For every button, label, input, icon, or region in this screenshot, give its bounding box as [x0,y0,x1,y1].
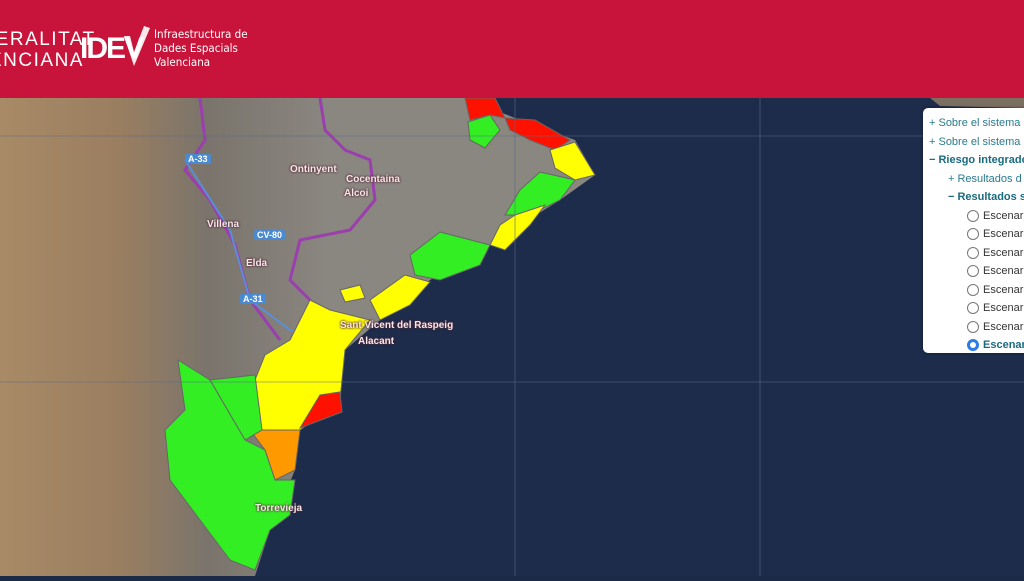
radio-button[interactable] [967,283,979,296]
radio-button[interactable] [967,228,979,241]
generalitat-logo[interactable]: GENERALITATVALENCIANA [0,29,96,71]
place-label: Ontinyent [290,164,337,175]
zone-green [409,231,491,281]
zone-red [464,97,506,121]
risk-zones [164,97,596,571]
road-badge: A-33 [185,154,211,164]
road-badge: A-31 [240,294,266,304]
place-label: Alacant [358,336,395,347]
scenario-radio[interactable]: Escenar [929,318,1024,337]
radio-button[interactable] [967,265,979,278]
zone-yellow [339,284,366,303]
zone-yellow [489,204,547,251]
site-header: GENERALITATVALENCIANA IDEV Infraestructu… [0,0,1024,98]
place-label: Alcoi [344,188,369,199]
scenario-radio[interactable]: Escenar [929,207,1024,226]
zone-orange [249,429,301,481]
radio-button[interactable] [967,302,979,315]
zone-green [467,114,501,149]
tree-item[interactable]: + Sobre el sistema [929,135,1021,148]
tree-item[interactable]: + Resultados d [948,172,1022,185]
tree-item-expanded[interactable]: − Resultados s [948,191,1024,203]
place-label: Torrevieja [255,503,303,514]
zone-red [298,391,343,429]
tree-item-expanded[interactable]: − Riesgo integrado [929,154,1024,166]
road-badge: CV-80 [254,230,286,240]
map-canvas[interactable]: Ontinyent Cocentaina Alcoi Villena Elda … [0,97,1024,576]
scenario-radio[interactable]: Escenar [929,244,1024,263]
idev-mark-icon [124,26,150,66]
layer-tree-panel: + Sobre el sistema + Sobre el sistema − … [923,108,1024,353]
idev-tagline: Infraestructura de Dades Espacials Valenci… [154,27,248,69]
place-label: Sant Vicent del Raspeig [340,320,454,331]
zone-green [164,359,296,571]
land-island [930,98,1024,108]
radio-button[interactable] [967,320,979,333]
map-svg [0,97,1024,576]
radio-button[interactable] [967,246,979,259]
zone-yellow [549,141,596,181]
scenario-radio[interactable]: Escenar [929,281,1024,300]
scenario-radio-selected[interactable]: Escenar [929,336,1024,353]
scenario-radio[interactable]: Escenar [929,225,1024,244]
place-label: Cocentaina [346,174,400,185]
tree-item[interactable]: + Sobre el sistema [929,117,1021,129]
radio-button[interactable] [967,209,979,222]
scenario-radio[interactable]: Escenar [929,299,1024,318]
radio-button-checked[interactable] [967,339,979,352]
place-label: Elda [246,258,268,269]
scenario-radio[interactable]: Escenar [929,262,1024,281]
place-label: Villena [207,219,240,230]
zone-yellow [369,274,431,321]
